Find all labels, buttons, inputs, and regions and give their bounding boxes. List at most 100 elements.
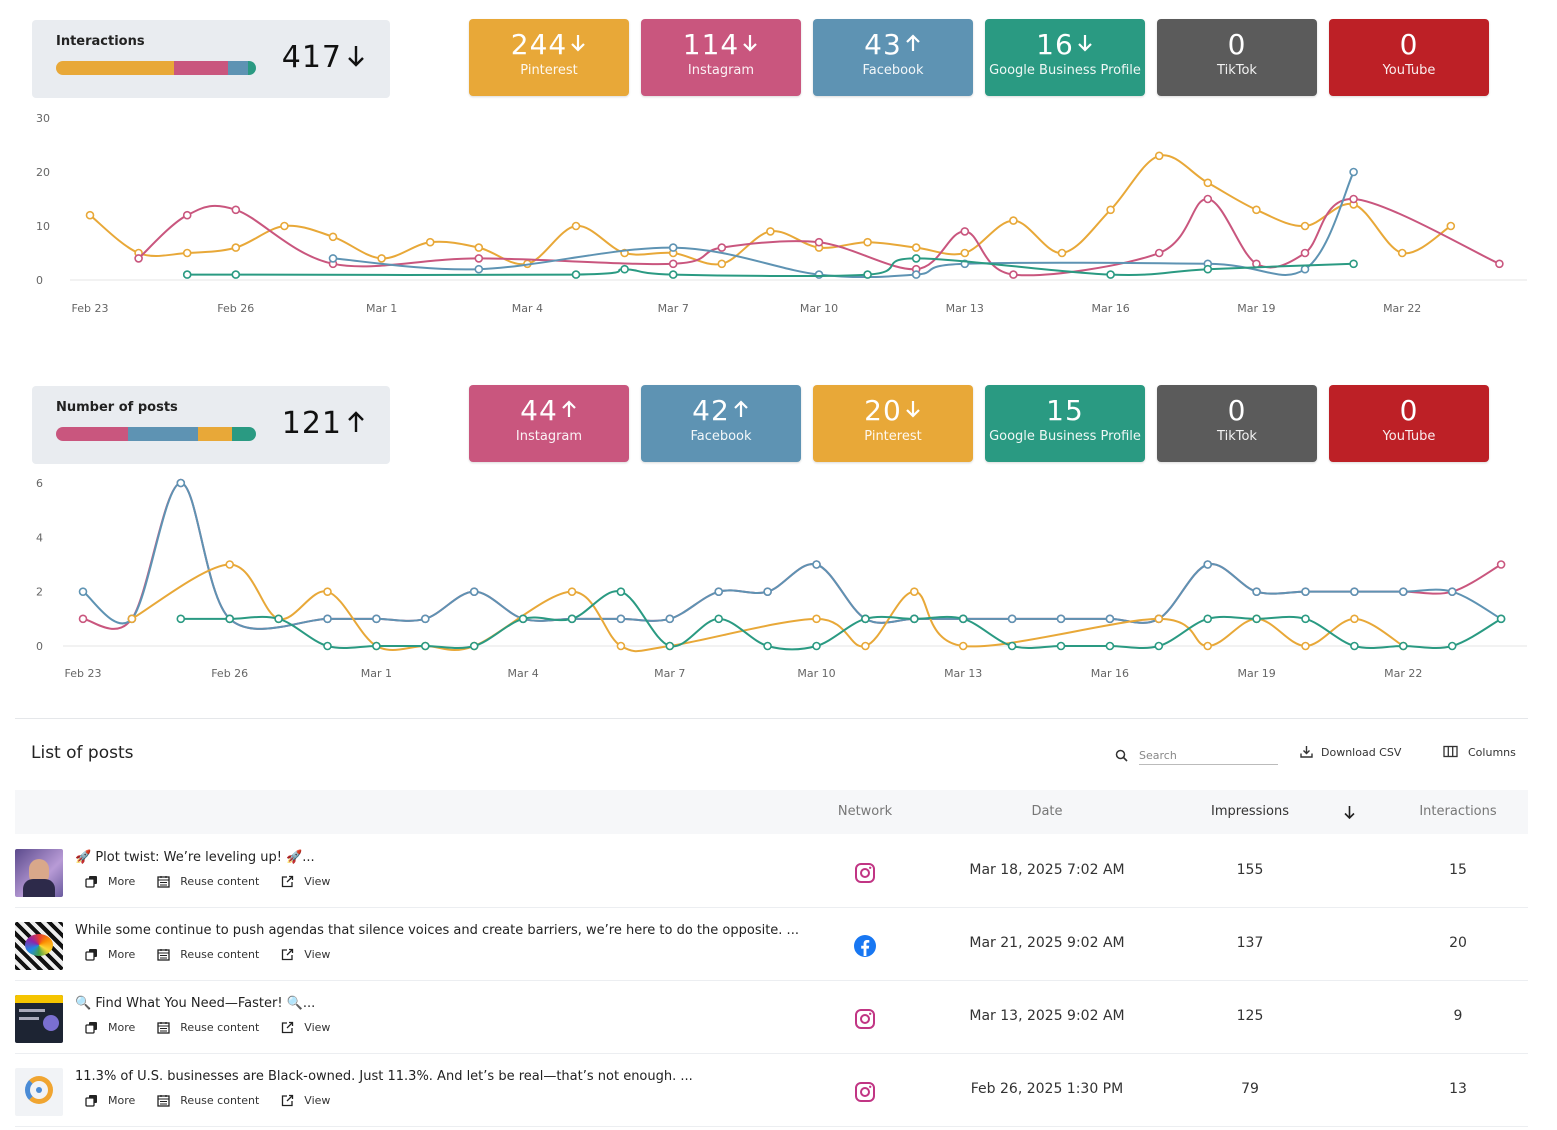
search-box[interactable]	[1115, 746, 1280, 766]
sort-descending-icon[interactable]	[1343, 805, 1356, 820]
table-row[interactable]: 11.3% of U.S. businesses are Black-owned…	[15, 1054, 1528, 1127]
data-point[interactable]	[717, 243, 727, 252]
more-button[interactable]: More	[85, 875, 135, 888]
view-button[interactable]: View	[281, 948, 330, 961]
data-point[interactable]	[911, 270, 921, 279]
view-button[interactable]: View	[281, 1094, 330, 1107]
data-point[interactable]	[328, 232, 338, 242]
columns-button[interactable]: Columns	[1443, 745, 1516, 759]
reuse-content-button[interactable]: Reuse content	[157, 1021, 259, 1034]
data-point[interactable]	[861, 641, 870, 651]
data-point[interactable]	[1399, 641, 1408, 651]
data-point[interactable]	[1106, 205, 1115, 215]
data-point[interactable]	[1447, 587, 1457, 596]
data-point[interactable]	[323, 641, 332, 651]
posts_summary-tile-facebook[interactable]: 42 Facebook	[641, 385, 801, 462]
data-point[interactable]	[812, 641, 821, 651]
data-point[interactable]	[1105, 641, 1115, 651]
data-point[interactable]	[1154, 151, 1164, 161]
data-point[interactable]	[911, 254, 921, 263]
data-point[interactable]	[1154, 614, 1164, 624]
data-point[interactable]	[668, 259, 678, 269]
data-point[interactable]	[814, 237, 824, 247]
data-point[interactable]	[469, 587, 479, 596]
data-point[interactable]	[372, 614, 381, 624]
data-point[interactable]	[1301, 641, 1310, 651]
data-point[interactable]	[1397, 248, 1407, 258]
data-point[interactable]	[958, 614, 968, 624]
data-point[interactable]	[763, 587, 772, 596]
data-point[interactable]	[1301, 614, 1310, 624]
data-point[interactable]	[1300, 221, 1310, 231]
interactions-tile-tiktok[interactable]: 0 TikTok	[1157, 19, 1317, 96]
data-point[interactable]	[469, 641, 479, 651]
header-network[interactable]: Network	[837, 804, 893, 819]
data-point[interactable]	[280, 221, 289, 231]
data-point[interactable]	[909, 614, 919, 624]
data-point[interactable]	[372, 641, 381, 651]
post-thumbnail[interactable]	[15, 1068, 63, 1116]
header-date[interactable]: Date	[1031, 804, 1063, 819]
data-point[interactable]	[474, 243, 484, 252]
data-point[interactable]	[474, 264, 484, 274]
interactions-tile-instagram[interactable]: 114 Instagram	[641, 19, 801, 96]
data-point[interactable]	[812, 614, 821, 624]
data-point[interactable]	[78, 587, 88, 596]
data-point[interactable]	[328, 254, 338, 263]
data-point[interactable]	[225, 560, 234, 569]
data-point[interactable]	[1446, 221, 1456, 231]
data-point[interactable]	[958, 641, 968, 651]
data-point[interactable]	[274, 614, 283, 624]
data-point[interactable]	[1007, 614, 1017, 624]
data-point[interactable]	[182, 210, 192, 220]
post-thumbnail[interactable]	[15, 922, 63, 970]
table-row[interactable]: While some continue to push agendas that…	[15, 908, 1528, 981]
data-point[interactable]	[763, 641, 772, 651]
posts_summary-tile-tiktok[interactable]: 0 TikTok	[1157, 385, 1317, 462]
data-point[interactable]	[571, 221, 581, 231]
data-point[interactable]	[665, 641, 675, 651]
post-thumbnail[interactable]	[15, 995, 63, 1043]
download-csv-button[interactable]: Download CSV	[1300, 745, 1401, 759]
posts_summary-tile-pinterest[interactable]: 20 Pinterest	[813, 385, 973, 462]
data-point[interactable]	[1399, 587, 1408, 596]
data-point[interactable]	[176, 478, 186, 488]
data-point[interactable]	[1252, 587, 1261, 596]
data-point[interactable]	[323, 587, 332, 596]
data-point[interactable]	[1252, 614, 1261, 624]
data-point[interactable]	[1203, 641, 1212, 651]
data-point[interactable]	[231, 270, 241, 279]
posts_summary-tile-google-business-profile[interactable]: 15 Google Business Profile	[985, 385, 1145, 462]
more-button[interactable]: More	[85, 1094, 135, 1107]
header-interactions[interactable]: Interactions	[1419, 804, 1497, 819]
reuse-content-button[interactable]: Reuse content	[157, 875, 259, 888]
data-point[interactable]	[567, 587, 577, 596]
data-point[interactable]	[1349, 259, 1358, 269]
data-point[interactable]	[668, 270, 678, 279]
data-point[interactable]	[960, 248, 970, 258]
data-point[interactable]	[1203, 264, 1213, 274]
post-text[interactable]: 🚀 Plot twist: We’re leveling up! 🚀...	[75, 850, 315, 865]
view-button[interactable]: View	[281, 1021, 330, 1034]
data-point[interactable]	[1009, 270, 1018, 279]
data-point[interactable]	[474, 254, 484, 263]
post-thumbnail[interactable]	[15, 849, 63, 897]
data-point[interactable]	[1252, 205, 1261, 215]
table-row[interactable]: 🔍 Find What You Need—Faster! 🔍... More Reu…	[15, 981, 1528, 1054]
data-point[interactable]	[863, 270, 872, 279]
data-point[interactable]	[1301, 587, 1310, 596]
data-point[interactable]	[225, 614, 234, 624]
data-point[interactable]	[231, 243, 241, 252]
data-point[interactable]	[231, 205, 241, 215]
data-point[interactable]	[668, 243, 678, 252]
data-point[interactable]	[1154, 248, 1164, 258]
data-point[interactable]	[571, 270, 581, 279]
data-point[interactable]	[616, 641, 626, 651]
reuse-content-button[interactable]: Reuse content	[157, 1094, 259, 1107]
posts_summary-tile-instagram[interactable]: 44 Instagram	[469, 385, 629, 462]
search-input[interactable]	[1139, 746, 1278, 765]
data-point[interactable]	[1349, 194, 1358, 204]
data-point[interactable]	[1349, 167, 1358, 177]
reuse-content-button[interactable]: Reuse content	[157, 948, 259, 961]
data-point[interactable]	[909, 587, 919, 596]
